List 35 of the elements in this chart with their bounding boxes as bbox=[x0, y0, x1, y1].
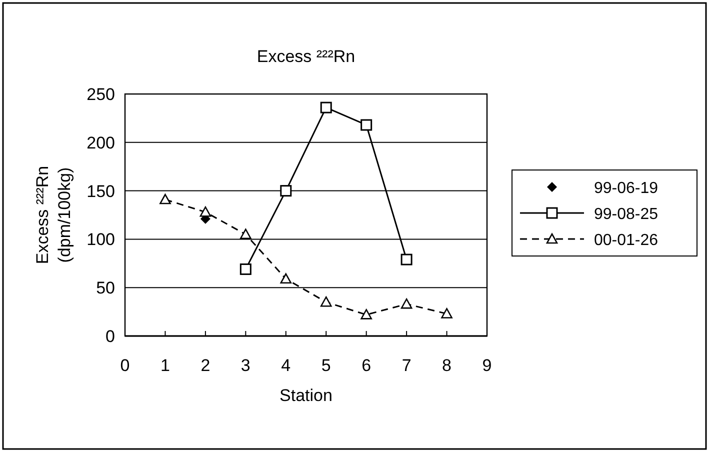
legend-label: 00-01-26 bbox=[594, 232, 658, 249]
point bbox=[280, 273, 292, 284]
y-tick-label: 0 bbox=[106, 327, 115, 346]
x-tick-label: 6 bbox=[362, 356, 372, 375]
point bbox=[240, 228, 252, 240]
x-tick-label: 0 bbox=[120, 356, 130, 375]
x-tick-label: 5 bbox=[321, 356, 331, 375]
x-tick-label: 4 bbox=[281, 356, 291, 375]
point bbox=[441, 308, 452, 318]
x-tick-label: 2 bbox=[200, 356, 210, 375]
point bbox=[240, 263, 252, 275]
x-tick-label: 9 bbox=[482, 356, 492, 375]
legend-label: 99-08-25 bbox=[594, 206, 658, 223]
x-axis-title: Station bbox=[280, 386, 332, 405]
y-axis-title: Excess ²²²Rn (dpm/100kg) bbox=[33, 166, 74, 264]
point bbox=[360, 119, 372, 131]
x-tick-label: 1 bbox=[160, 356, 170, 375]
chart-title: Excess ²²²Rn bbox=[256, 47, 356, 66]
point bbox=[360, 309, 372, 320]
point bbox=[280, 185, 292, 197]
point bbox=[320, 296, 332, 307]
y-tick-label: 50 bbox=[96, 278, 115, 298]
point bbox=[320, 102, 332, 114]
point bbox=[160, 194, 171, 204]
x-tick-label: 7 bbox=[402, 356, 412, 375]
point bbox=[400, 254, 412, 266]
point bbox=[200, 206, 212, 217]
legend-label: 99-06-19 bbox=[594, 180, 658, 197]
point bbox=[400, 298, 412, 309]
x-tick-label: 8 bbox=[442, 356, 452, 375]
x-tick-label: 3 bbox=[240, 356, 250, 375]
y-tick-label: 250 bbox=[86, 85, 115, 104]
y-tick-label: 150 bbox=[86, 182, 115, 201]
y-tick-label: 100 bbox=[86, 230, 115, 250]
y-tick-label: 200 bbox=[86, 133, 115, 152]
